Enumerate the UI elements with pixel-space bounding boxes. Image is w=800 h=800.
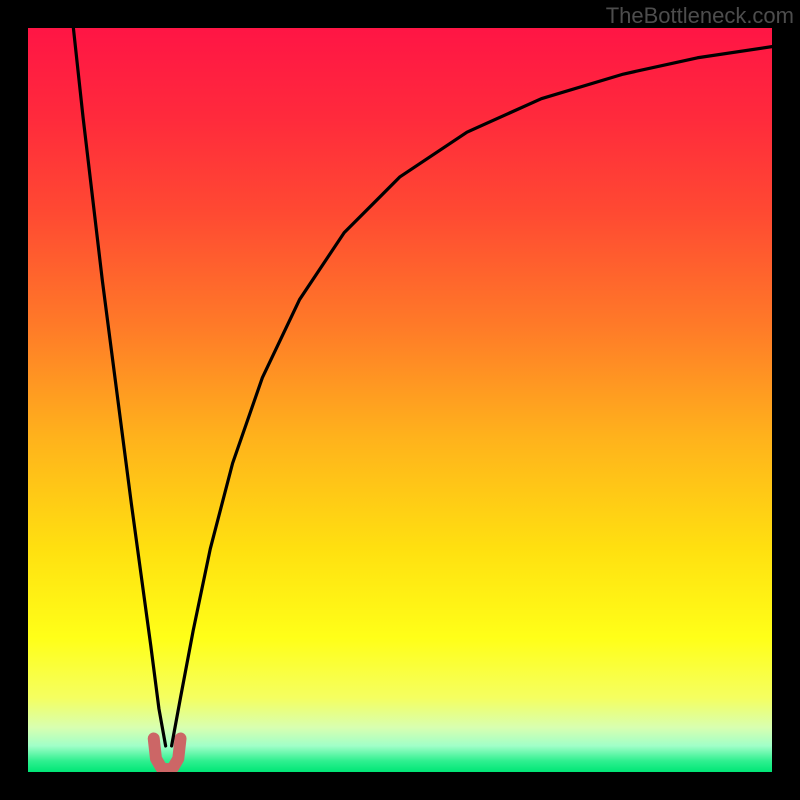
bottleneck-curve (73, 28, 772, 746)
optimum-marker (154, 739, 181, 770)
watermark-text: TheBottleneck.com (606, 3, 794, 29)
figure-root: TheBottleneck.com (0, 0, 800, 800)
bottleneck-curve-layer (28, 28, 772, 772)
plot-frame (28, 28, 772, 772)
